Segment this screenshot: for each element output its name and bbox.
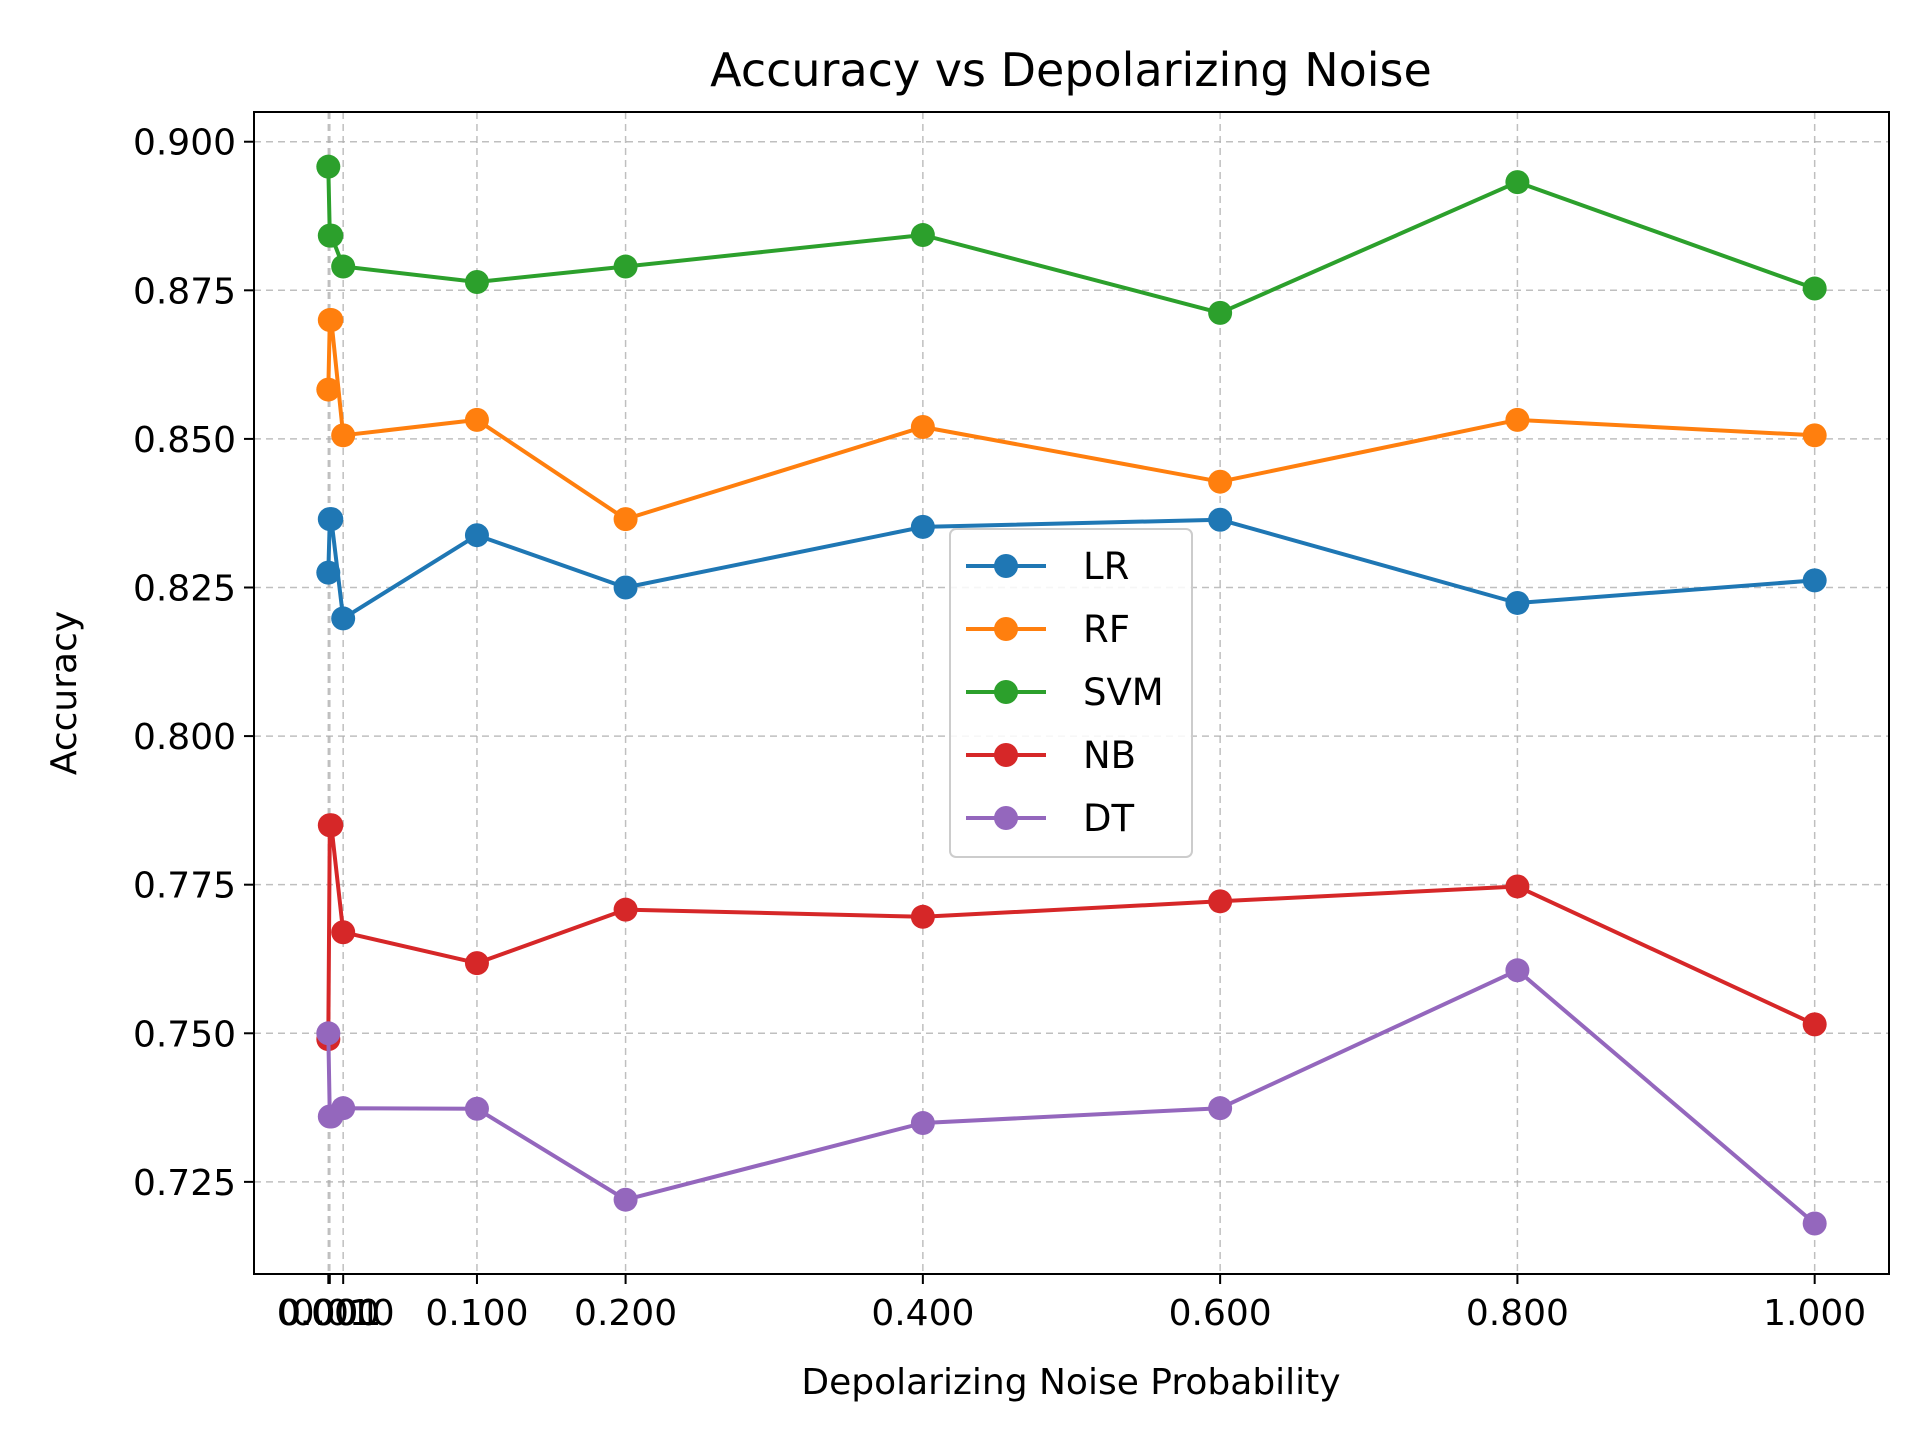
data-point-dt	[613, 1187, 638, 1212]
legend-entry-dt: DT	[966, 797, 1134, 840]
y-tick-label: 0.750	[133, 1014, 236, 1055]
y-tick-label: 0.775	[133, 866, 236, 907]
y-tick-label: 0.875	[133, 271, 236, 312]
data-point-rf	[319, 308, 344, 333]
data-point-lr	[316, 560, 341, 585]
data-point-dt	[316, 1021, 341, 1046]
series-layer	[316, 154, 1827, 1236]
data-point-dt	[910, 1111, 935, 1136]
data-point-lr	[331, 606, 356, 631]
data-point-svm	[331, 254, 356, 279]
data-point-lr	[910, 514, 935, 539]
data-point-svm	[464, 269, 489, 294]
x-tick-label: 0.000	[277, 1293, 380, 1334]
legend-marker-rf	[994, 617, 1018, 641]
data-point-svm	[910, 223, 935, 248]
legend-label-lr: LR	[1083, 545, 1129, 588]
data-point-rf	[1505, 407, 1530, 432]
data-point-rf	[464, 407, 489, 432]
data-point-nb	[319, 813, 344, 838]
data-point-nb	[331, 920, 356, 945]
x-tick-label: 0.001	[278, 1293, 381, 1334]
x-tick-label: 1.000	[1763, 1293, 1866, 1334]
data-point-rf	[1802, 423, 1827, 448]
legend-label-rf: RF	[1083, 608, 1130, 651]
data-point-svm	[319, 223, 344, 248]
data-point-svm	[613, 254, 638, 279]
legend-entry-svm: SVM	[966, 671, 1164, 714]
plot-area-frame	[253, 111, 1890, 1275]
x-tick-label: 0.800	[1466, 1293, 1569, 1334]
data-point-nb	[613, 897, 638, 922]
legend-marker-nb	[994, 743, 1018, 767]
data-point-lr	[613, 575, 638, 600]
data-point-rf	[1208, 469, 1233, 494]
data-point-rf	[613, 507, 638, 532]
legend: LR RF SVM NB DT	[949, 528, 1193, 858]
legend-label-nb: NB	[1083, 734, 1136, 777]
data-point-dt	[1505, 958, 1530, 983]
data-point-lr	[464, 523, 489, 548]
data-point-nb	[464, 951, 489, 976]
legend-label-svm: SVM	[1083, 671, 1164, 714]
y-tick-label: 0.850	[133, 420, 236, 461]
data-point-svm	[1208, 300, 1233, 325]
x-tick-label: 0.100	[425, 1293, 528, 1334]
data-point-nb	[1802, 1012, 1827, 1037]
legend-marker-lr	[994, 554, 1018, 578]
data-point-svm	[316, 154, 341, 179]
legend-frame	[949, 528, 1193, 858]
legend-entry-rf: RF	[966, 608, 1130, 651]
y-tick-label: 0.725	[133, 1163, 236, 1204]
data-point-nb	[1208, 889, 1233, 914]
legend-entry-nb: NB	[966, 734, 1136, 777]
data-point-lr	[319, 507, 344, 532]
data-point-lr	[1505, 590, 1530, 615]
x-tick-label: 0.600	[1169, 1293, 1272, 1334]
y-tick-label: 0.900	[133, 123, 236, 164]
legend-marker-svm	[994, 680, 1018, 704]
data-point-lr	[1208, 507, 1233, 532]
series-svm	[316, 154, 1827, 325]
legend-marker-dt	[994, 806, 1018, 830]
y-tick-label: 0.825	[133, 568, 236, 609]
x-tick-label: 0.200	[574, 1293, 677, 1334]
x-tick-label: 0.010	[292, 1293, 395, 1334]
legend-entry-lr: LR	[966, 545, 1129, 588]
x-axis-label: Depolarizing Noise Probability	[801, 1362, 1340, 1403]
data-point-dt	[331, 1096, 356, 1121]
data-point-dt	[1208, 1096, 1233, 1121]
y-tick-label: 0.800	[133, 717, 236, 758]
series-lr	[316, 507, 1827, 631]
data-point-dt	[464, 1096, 489, 1121]
data-point-lr	[1802, 568, 1827, 593]
data-point-rf	[910, 415, 935, 440]
data-point-rf	[316, 377, 341, 402]
chart-title: Accuracy vs Depolarizing Noise	[710, 43, 1432, 97]
series-dt	[316, 958, 1827, 1236]
data-point-nb	[910, 904, 935, 929]
data-point-rf	[331, 423, 356, 448]
legend-label-dt: DT	[1083, 797, 1134, 840]
x-tick-label: 0.400	[871, 1293, 974, 1334]
series-nb	[316, 813, 1827, 1052]
data-point-svm	[1802, 276, 1827, 301]
data-point-dt	[1802, 1211, 1827, 1236]
data-point-nb	[1505, 874, 1530, 899]
data-point-svm	[1505, 170, 1530, 195]
y-axis-label: Accuracy	[44, 611, 85, 775]
series-rf	[316, 308, 1827, 532]
